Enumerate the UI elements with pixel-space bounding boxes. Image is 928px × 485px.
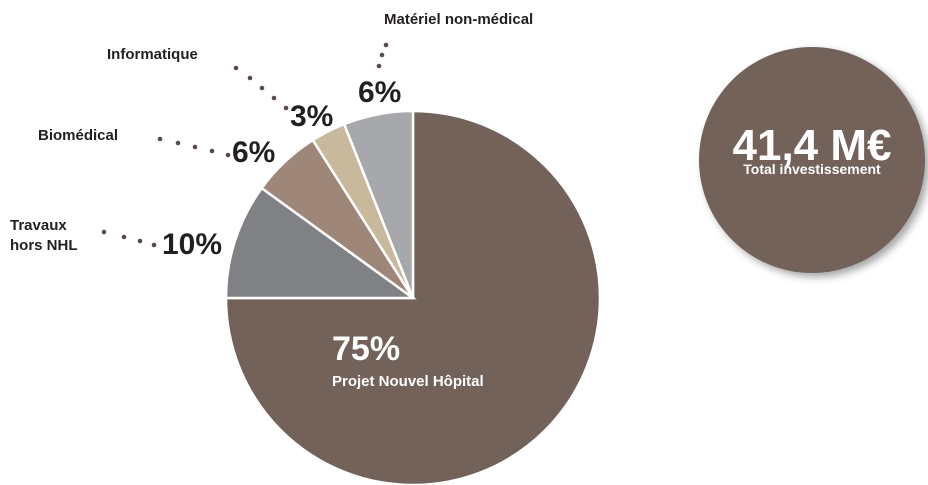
category-label: Informatique xyxy=(107,46,198,63)
leader-dot xyxy=(157,136,163,142)
total-label: Total investissement xyxy=(743,161,881,177)
total-badge xyxy=(699,47,925,273)
value-label: 3% xyxy=(290,100,334,133)
value-label: 10% xyxy=(162,228,223,261)
value-label: 6% xyxy=(358,76,402,109)
leader-dot xyxy=(101,229,107,235)
leader-dot xyxy=(259,85,265,91)
leader-dot xyxy=(376,63,382,69)
leader-dot xyxy=(137,238,143,244)
leader-dot xyxy=(151,242,157,248)
leader-dot xyxy=(209,148,215,154)
pie-slice xyxy=(224,186,417,300)
leader-dot xyxy=(383,42,389,48)
leader-dot xyxy=(121,234,127,240)
leader-dot xyxy=(192,144,198,150)
category-label: Matériel non-médical xyxy=(384,11,534,28)
leader-dot xyxy=(175,140,181,146)
value-label: 6% xyxy=(232,136,276,169)
value-label: 75% xyxy=(332,330,401,368)
category-label: Projet Nouvel Hôpital xyxy=(332,373,484,390)
leader-dot xyxy=(225,152,231,158)
leader-dot xyxy=(247,75,253,81)
leader-dot xyxy=(271,95,277,101)
leader-dot xyxy=(379,52,385,58)
category-label: Travaux hors NHL xyxy=(10,217,78,254)
total-value: 41,4 M€ xyxy=(733,121,892,170)
leader-dot xyxy=(283,105,289,111)
pie-slice xyxy=(342,109,415,299)
leader-dot xyxy=(233,65,239,71)
category-label: Biomédical xyxy=(38,127,119,144)
